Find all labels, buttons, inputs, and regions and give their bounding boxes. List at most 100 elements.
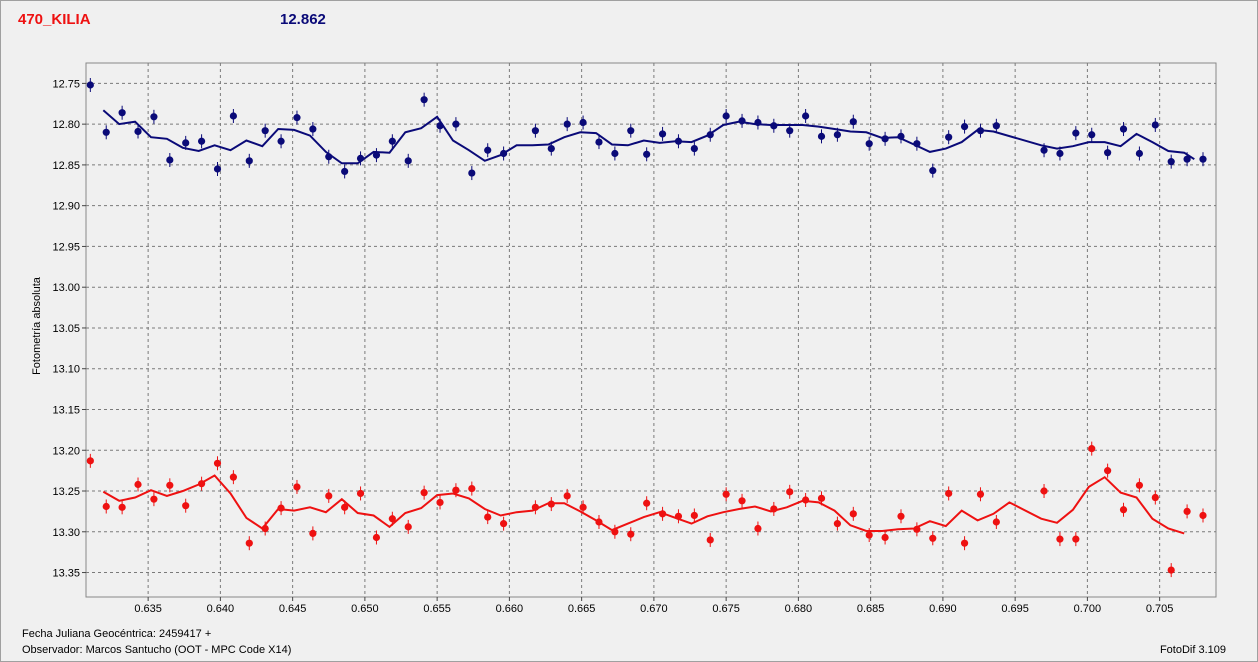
point-marker bbox=[611, 149, 619, 158]
data-point bbox=[420, 92, 428, 107]
point-marker bbox=[1183, 155, 1191, 163]
data-point bbox=[1135, 478, 1144, 493]
data-point bbox=[118, 105, 126, 120]
data-point bbox=[309, 122, 317, 137]
data-point bbox=[976, 487, 985, 502]
point-marker bbox=[118, 109, 126, 117]
software-label: FotoDif 3.109 bbox=[1159, 644, 1226, 656]
point-marker bbox=[372, 533, 381, 542]
point-marker bbox=[86, 457, 94, 465]
point-marker bbox=[976, 127, 985, 135]
chart-title: 470_KILIA bbox=[18, 11, 91, 28]
data-point bbox=[929, 163, 937, 178]
data-point bbox=[1135, 146, 1144, 161]
point-marker bbox=[1056, 535, 1064, 543]
y-axis-ticks: 12.75 12.80 12.85 12.90 12.95 13.00 13.05 13.10… bbox=[52, 78, 86, 580]
data-point bbox=[913, 522, 921, 537]
point-marker bbox=[150, 113, 158, 121]
point-marker bbox=[738, 497, 746, 505]
x-tick-label: 0.680 bbox=[785, 603, 813, 615]
point-marker bbox=[1040, 146, 1048, 154]
data-point bbox=[1119, 122, 1128, 137]
point-marker bbox=[579, 118, 587, 127]
data-point bbox=[436, 495, 444, 510]
point-marker bbox=[1104, 467, 1112, 475]
x-tick-label: 0.705 bbox=[1146, 603, 1174, 615]
observer-label: Observador: Marcos Santucho (OOT - MPC C… bbox=[22, 644, 292, 656]
data-point bbox=[372, 148, 381, 163]
data-point bbox=[118, 500, 126, 515]
point-marker bbox=[134, 127, 142, 136]
data-point bbox=[722, 108, 730, 123]
point-marker bbox=[849, 510, 857, 518]
data-point bbox=[1088, 441, 1096, 456]
y-tick-label: 13.00 bbox=[52, 282, 80, 294]
point-marker bbox=[913, 140, 921, 148]
data-point bbox=[897, 509, 905, 524]
data-point bbox=[166, 478, 174, 493]
data-point bbox=[531, 500, 539, 515]
y-tick-label: 13.35 bbox=[52, 568, 80, 580]
point-marker bbox=[404, 157, 412, 165]
grid bbox=[86, 63, 1216, 597]
point-marker bbox=[595, 518, 603, 526]
point-marker bbox=[674, 137, 683, 145]
data-point bbox=[786, 484, 794, 499]
point-marker bbox=[388, 515, 396, 523]
data-point bbox=[658, 126, 667, 141]
data-point bbox=[86, 78, 94, 93]
data-point bbox=[452, 117, 460, 132]
data-point bbox=[166, 153, 174, 168]
data-point bbox=[595, 135, 603, 150]
data-point bbox=[960, 536, 969, 551]
data-point bbox=[833, 516, 842, 531]
point-marker bbox=[1072, 535, 1080, 543]
point-marker bbox=[436, 122, 444, 130]
data-point bbox=[500, 516, 508, 531]
point-marker bbox=[150, 495, 158, 503]
point-marker bbox=[102, 502, 110, 511]
point-marker bbox=[658, 510, 667, 518]
data-point bbox=[150, 492, 158, 507]
point-marker bbox=[865, 140, 873, 148]
data-point bbox=[881, 131, 889, 146]
data-point bbox=[293, 479, 301, 494]
x-tick-label: 0.640 bbox=[207, 603, 235, 615]
data-point bbox=[770, 501, 778, 516]
point-marker bbox=[372, 151, 381, 159]
data-point bbox=[388, 511, 396, 526]
data-point bbox=[960, 119, 969, 134]
point-marker bbox=[992, 122, 1000, 130]
point-marker bbox=[738, 117, 746, 125]
point-marker bbox=[611, 528, 619, 536]
point-marker bbox=[833, 520, 842, 528]
point-marker bbox=[960, 122, 969, 131]
point-marker bbox=[325, 492, 333, 500]
data-point bbox=[849, 506, 857, 521]
point-marker bbox=[1199, 511, 1207, 520]
point-marker bbox=[198, 137, 206, 145]
point-marker bbox=[563, 120, 571, 128]
data-point bbox=[1119, 502, 1128, 517]
data-point bbox=[706, 532, 714, 547]
data-point bbox=[563, 488, 571, 503]
data-point bbox=[1072, 532, 1080, 547]
data-point bbox=[786, 123, 794, 138]
data-point bbox=[356, 151, 365, 166]
data-point bbox=[102, 125, 110, 140]
data-point bbox=[881, 530, 889, 545]
y-tick-label: 13.25 bbox=[52, 486, 80, 498]
point-marker bbox=[945, 489, 953, 498]
data-point bbox=[945, 130, 953, 145]
point-marker bbox=[1151, 493, 1159, 502]
point-marker bbox=[309, 125, 317, 133]
y-tick-label: 13.10 bbox=[52, 364, 80, 376]
data-point bbox=[817, 129, 826, 144]
point-marker bbox=[1040, 487, 1048, 495]
data-point bbox=[817, 491, 826, 506]
data-point bbox=[484, 143, 492, 158]
point-marker bbox=[356, 154, 365, 162]
point-marker bbox=[722, 112, 730, 120]
point-marker bbox=[849, 118, 857, 126]
point-marker bbox=[1135, 481, 1144, 489]
